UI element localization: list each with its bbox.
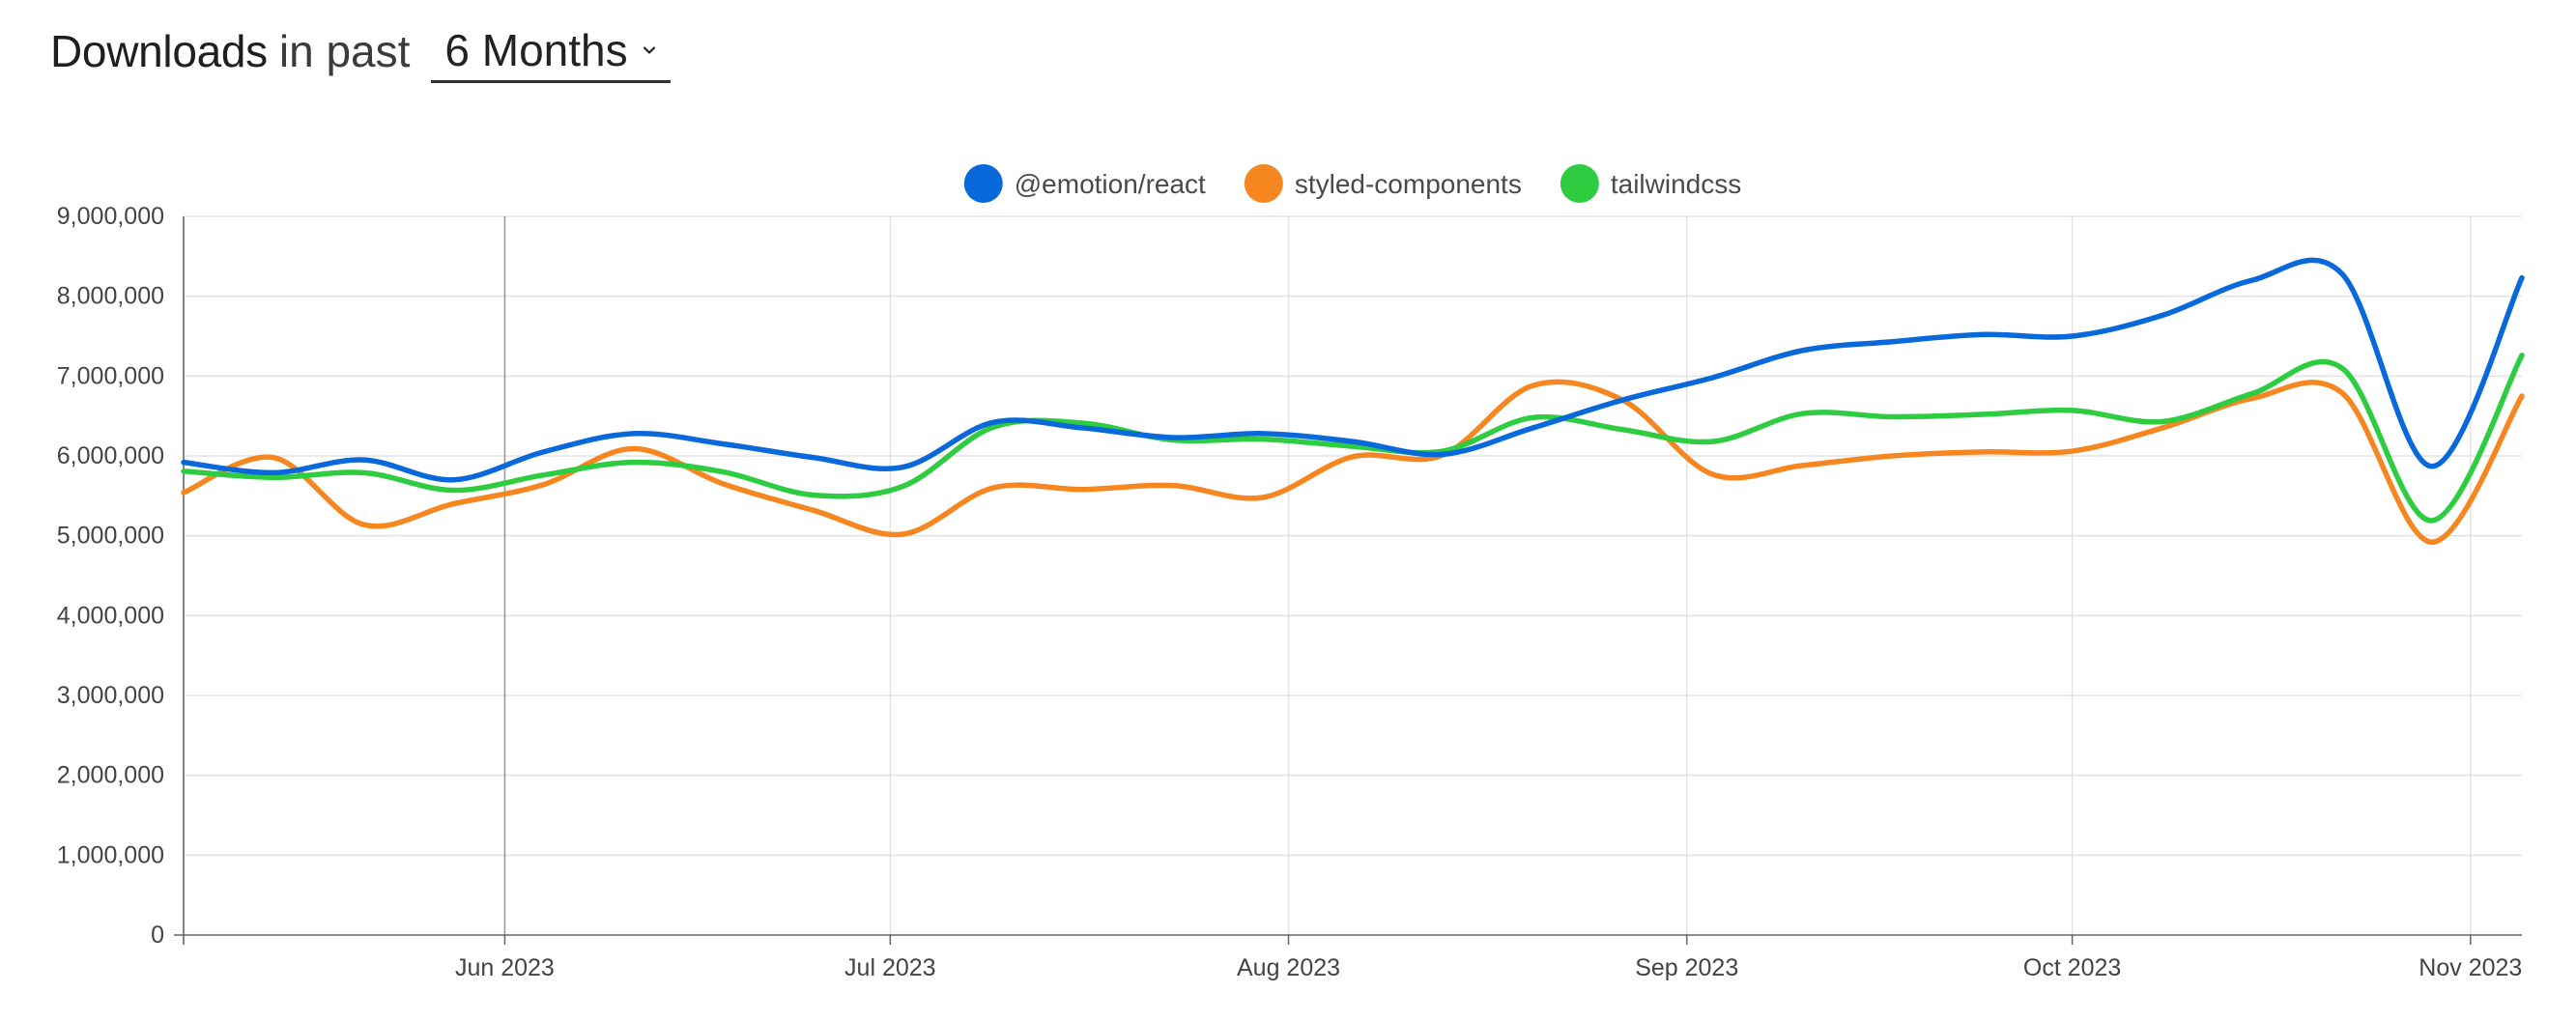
y-tick-label: 4,000,000 xyxy=(57,602,164,629)
x-tick-label: Jul 2023 xyxy=(844,954,936,981)
chevron-down-icon xyxy=(642,43,657,58)
y-tick-label: 2,000,000 xyxy=(57,762,164,789)
legend-swatch xyxy=(1244,164,1283,203)
x-tick-label: Nov 2023 xyxy=(2419,954,2522,981)
legend-label: @emotion/react xyxy=(1015,169,1206,199)
series-line-emotion-react[interactable] xyxy=(181,257,2525,483)
y-tick-label: 1,000,000 xyxy=(57,841,164,868)
axes: 0 1,000,000 2,000,000 3,000,000 4,000,000 5,0… xyxy=(57,203,2523,981)
y-tick-label: 3,000,000 xyxy=(57,682,164,709)
x-tick-label: Sep 2023 xyxy=(1635,954,1738,981)
legend[interactable]: @emotion/react styled-components tailwindc… xyxy=(963,164,1741,203)
legend-item-tailwindcss[interactable]: tailwindcss xyxy=(1560,164,1741,203)
series-lines xyxy=(181,257,2525,546)
x-tick-label: Aug 2023 xyxy=(1237,954,1340,981)
y-tick-label: 5,000,000 xyxy=(57,523,164,550)
series-line-styled-components[interactable] xyxy=(181,379,2525,546)
y-tick-label: 8,000,000 xyxy=(57,283,164,310)
chart-header: Downloads in past 6 Months xyxy=(50,17,671,85)
y-tick-label: 7,000,000 xyxy=(57,362,164,389)
header-title-light: in past xyxy=(278,26,411,76)
legend-item-emotion-react[interactable]: @emotion/react xyxy=(963,164,1206,203)
x-tick-label: Oct 2023 xyxy=(2023,954,2121,981)
y-tick-label: 6,000,000 xyxy=(57,442,164,469)
header-title-strong: Downloads xyxy=(50,26,268,76)
legend-item-styled-components[interactable]: styled-components xyxy=(1244,164,1522,203)
y-tick-label: 9,000,000 xyxy=(57,203,164,230)
legend-swatch xyxy=(963,164,1003,203)
grid xyxy=(184,215,2522,935)
y-tick-label: 0 xyxy=(151,922,164,949)
legend-swatch xyxy=(1560,164,1599,203)
series-line-tailwindcss[interactable] xyxy=(181,353,2525,524)
legend-label: styled-components xyxy=(1295,169,1522,199)
legend-label: tailwindcss xyxy=(1611,169,1741,199)
x-tick-label: Jun 2023 xyxy=(455,954,555,981)
period-select[interactable]: 6 Months xyxy=(431,19,671,83)
period-select-value: 6 Months xyxy=(444,24,628,75)
